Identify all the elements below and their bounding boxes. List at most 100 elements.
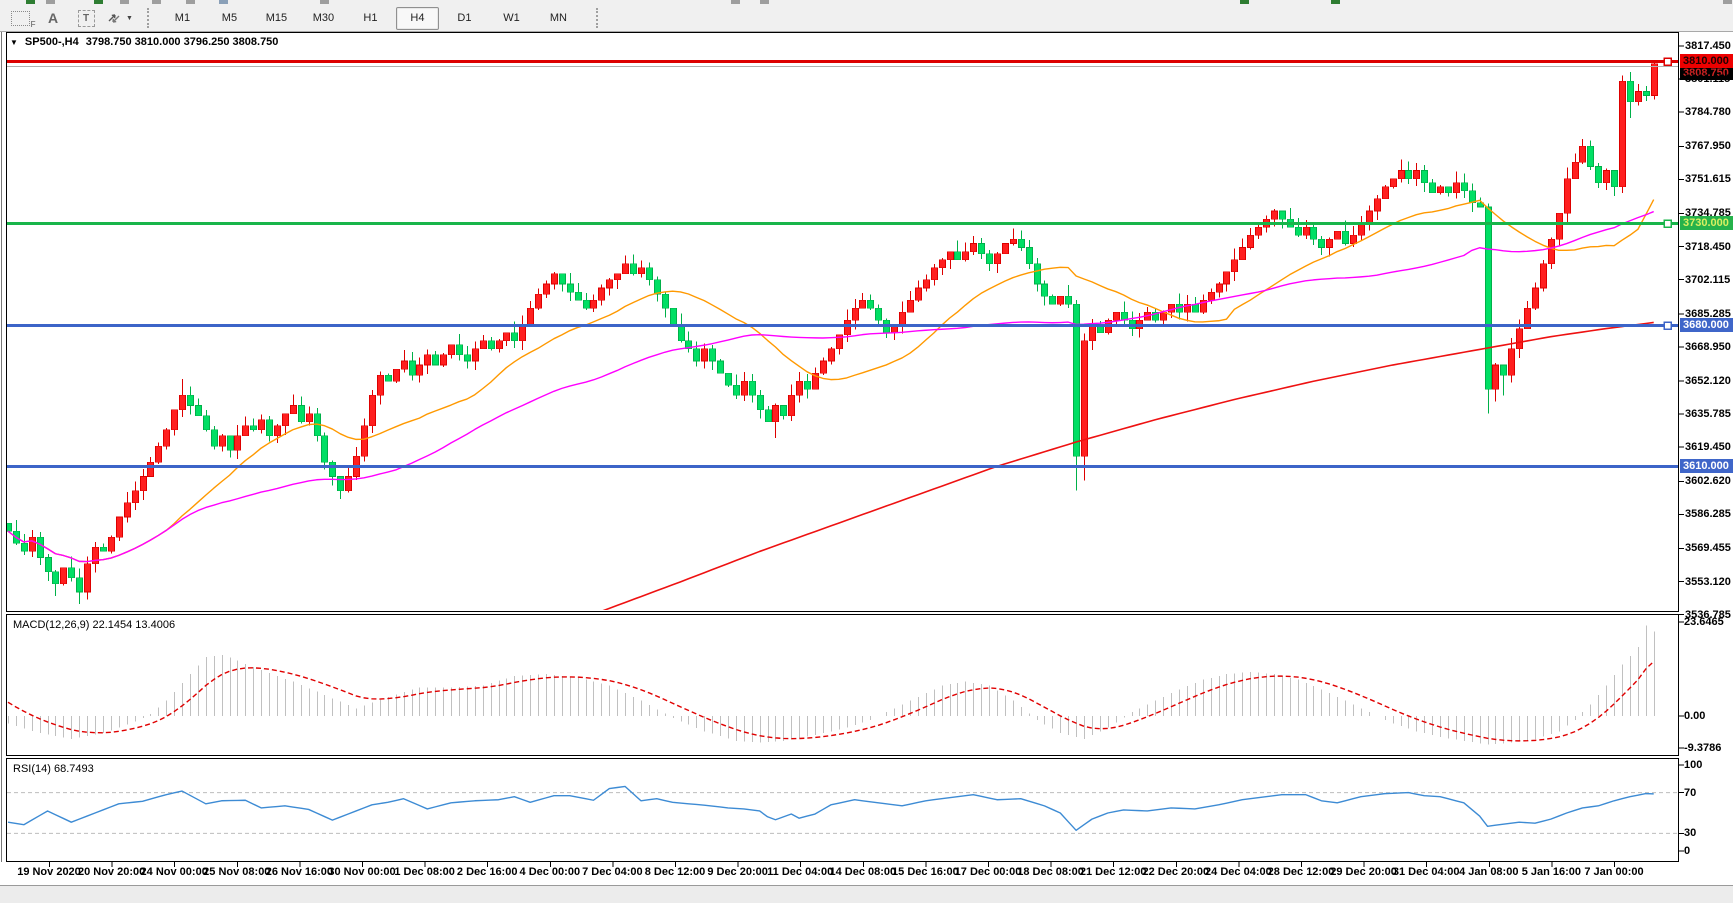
time-tick-label: 20 Nov 20:00 [77, 866, 146, 878]
arrows-glyph [108, 14, 120, 23]
price-tick-label: 3718.450 [1685, 240, 1731, 253]
price-tick-label: 3635.785 [1685, 408, 1731, 421]
price-tick-label: 3784.780 [1685, 106, 1731, 119]
price-tick-label: 3801.115 [1685, 73, 1731, 86]
time-tick-label: 31 Dec 04:00 [1392, 866, 1460, 878]
timeframe-button-m30[interactable]: M30 [312, 11, 335, 24]
toolbar-icon-fragment [120, 0, 129, 4]
timeframe-button-w1[interactable]: W1 [503, 11, 520, 24]
timeframe-button-m5[interactable]: M5 [221, 11, 238, 24]
toolbar-icon-fragment [320, 0, 329, 4]
price-badge: 3730.000 [1680, 216, 1733, 231]
time-tick-label: 30 Nov 00:00 [328, 866, 396, 878]
toolbar-icon-fragment [760, 0, 769, 4]
time-tick-label: 17 Dec 00:00 [954, 866, 1022, 878]
toolbar-icon-fragment [152, 0, 161, 4]
macd-label: MACD(12,26,9) 22.1454 13.4006 [13, 619, 176, 631]
toolbar-icon-fragment [1240, 0, 1249, 4]
time-tick-label: 11 Dec 04:00 [767, 866, 834, 878]
timeframe-button-m15[interactable]: M15 [265, 11, 288, 24]
toolbar-icon-fragment [94, 0, 103, 4]
indicator-tick-label: 23.6465 [1684, 616, 1724, 628]
indicator-tick-label: 0.00 [1684, 710, 1706, 722]
rsi-label: RSI(14) 68.7493 [13, 763, 94, 775]
indicator-tick-label: 30 [1684, 827, 1697, 840]
time-tick-label: 22 Dec 20:00 [1142, 866, 1210, 878]
price-tick-label: 3751.615 [1685, 173, 1731, 186]
toolbar-icon-fragment [1331, 0, 1340, 4]
price-tick-label: 3734.785 [1685, 207, 1731, 220]
timeframe-button-d1[interactable]: D1 [457, 11, 472, 24]
toolbar-icon-fragment [219, 0, 228, 4]
price-tick-label: 3817.450 [1685, 40, 1731, 52]
time-tick-label: 29 Dec 20:00 [1330, 866, 1397, 878]
timeframe-button-h1[interactable]: H1 [363, 11, 378, 24]
toolbar-icon-fragment [731, 0, 740, 4]
fibonacci-grid-glyph: F [10, 10, 36, 29]
time-tick-label: 26 Nov 16:00 [265, 866, 334, 878]
time-tick-label: 14 Dec 08:00 [829, 866, 897, 878]
time-tick-label: 18 Dec 08:00 [1017, 866, 1084, 878]
text-icon[interactable]: A [40, 7, 66, 29]
time-tick-label: 28 Dec 12:00 [1267, 866, 1335, 878]
timeframe-button-mn[interactable]: MN [549, 11, 567, 24]
indicator-tick-label: 70 [1684, 786, 1697, 799]
timeframe-button-h4[interactable]: H4 [395, 6, 439, 30]
price-badge: 3610.000 [1680, 459, 1733, 474]
time-tick-label: 21 Dec 12:00 [1079, 866, 1147, 878]
time-tick-label: 1 Dec 08:00 [394, 866, 455, 878]
symbol-period-label: SP500-,H4 [24, 36, 79, 48]
time-tick-label: 4 Jan 08:00 [1459, 866, 1519, 878]
indicator-tick-label: 0 [1684, 845, 1691, 857]
toolbar-icon-fragment [186, 0, 195, 4]
chart-title: ▼ SP500-,H4 3798.750 3810.000 3796.250 3… [10, 36, 278, 48]
time-tick-label: 15 Dec 16:00 [892, 866, 959, 878]
ohlc-values: 3798.750 3810.000 3796.250 3808.750 [85, 36, 279, 48]
time-tick-label: 24 Dec 04:00 [1205, 866, 1272, 878]
time-tick-label: 9 Dec 20:00 [707, 866, 768, 878]
toolbar-separator [146, 8, 149, 28]
chart-toolbar: F A T ▼ M1 M5 M15 M30 H1 H4 D1 W1 MN [0, 5, 1733, 32]
timeframe-button-m1[interactable]: M1 [174, 11, 191, 24]
indicator-tick-label: 100 [1684, 759, 1703, 771]
time-tick-label: 2 Dec 16:00 [456, 866, 518, 878]
upper-toolbar-sliver [0, 0, 1733, 5]
price-tick-label: 3668.950 [1685, 340, 1731, 353]
price-tick-label: 3586.285 [1685, 508, 1731, 521]
chevron-down-icon: ▼ [126, 14, 133, 22]
time-tick-label: 5 Jan 16:00 [1521, 866, 1582, 878]
toolbar-icon-fragment [46, 0, 55, 4]
timeframe-buttons: M1 M5 M15 M30 H1 H4 D1 W1 MN [159, 6, 582, 30]
price-badge: 3810.000 [1680, 54, 1733, 69]
toolbar-icon-fragment [1723, 0, 1732, 4]
status-strip [0, 885, 1733, 903]
price-tick-label: 3685.285 [1685, 307, 1731, 320]
toolbar-icon-fragment [26, 0, 35, 4]
symbol-dropdown-icon[interactable]: ▼ [10, 37, 18, 47]
time-tick-label: 24 Nov 00:00 [140, 866, 208, 878]
time-tick-label: 8 Dec 12:00 [644, 866, 706, 878]
arrows-icon[interactable]: ▼ [106, 7, 133, 29]
time-tick-label: 25 Nov 08:00 [203, 866, 271, 878]
fibonacci-icon[interactable]: F [7, 7, 36, 29]
price-tick-label: 3536.785 [1685, 608, 1731, 621]
text-label-icon[interactable]: T [73, 7, 99, 29]
time-tick-label: 7 Dec 04:00 [582, 866, 643, 878]
price-tick-label: 3652.120 [1685, 374, 1731, 387]
toolbar-separator [595, 8, 598, 28]
text-tool-glyph: A [47, 10, 59, 26]
price-tick-label: 3569.455 [1685, 542, 1731, 555]
time-tick-label: 4 Dec 00:00 [519, 866, 581, 878]
price-badge: 3680.000 [1680, 317, 1733, 332]
text-label-glyph: T [77, 9, 95, 27]
price-badge: 3808.750 [1680, 65, 1733, 80]
time-tick-label: 19 Nov 2020 [17, 866, 81, 878]
price-tick-label: 3553.120 [1685, 575, 1731, 588]
price-tick-label: 3602.620 [1685, 475, 1731, 488]
price-tick-label: 3767.950 [1685, 140, 1731, 153]
time-tick-label: 7 Jan 00:00 [1584, 866, 1644, 878]
price-tick-label: 3702.115 [1685, 273, 1731, 286]
price-tick-label: 3619.450 [1685, 441, 1731, 454]
